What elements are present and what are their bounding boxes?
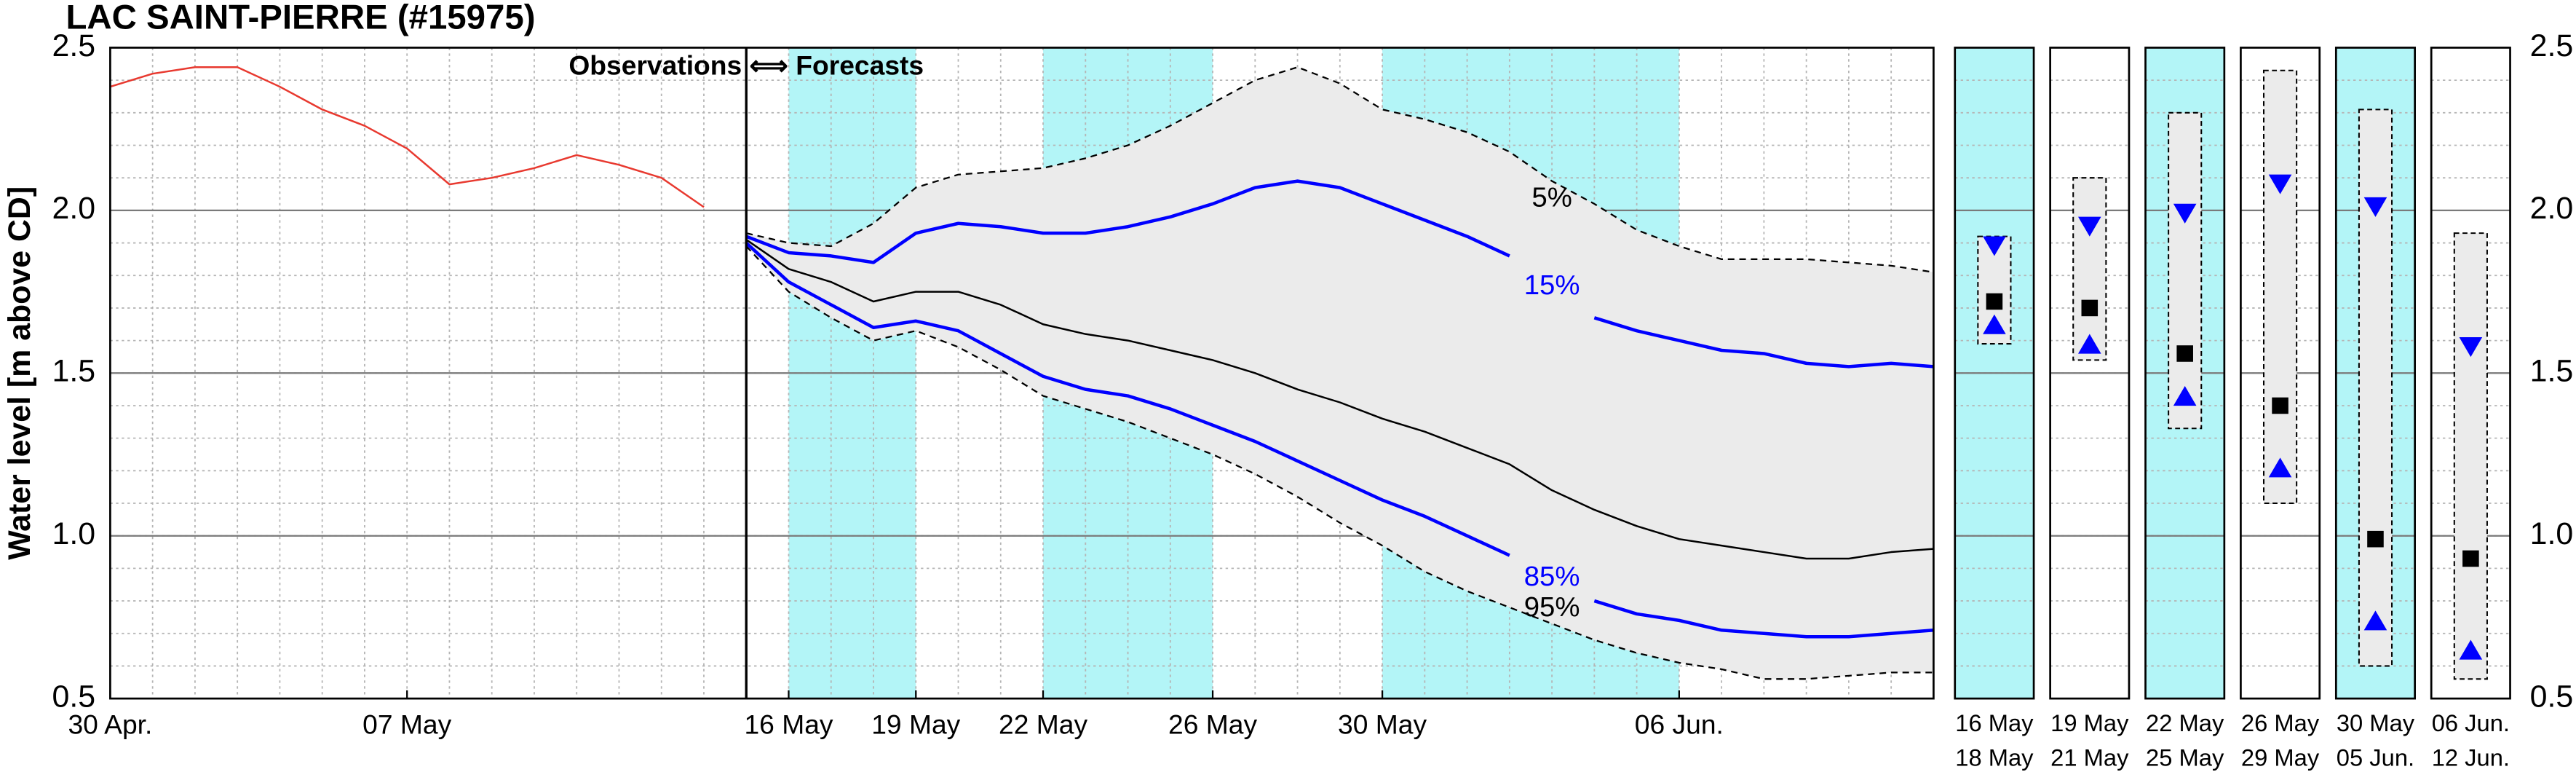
summary-from-label: 06 Jun. [2432, 709, 2510, 736]
summary-median-marker [2176, 345, 2193, 362]
summary-lower-marker [2078, 334, 2101, 354]
x-tick-label: 30 May [1338, 709, 1427, 739]
summary-lower-marker [2363, 610, 2387, 631]
summary-median-marker [2462, 550, 2479, 567]
summary-panel-frame [2240, 47, 2321, 700]
summary-upper-marker [2363, 197, 2387, 217]
summary-panel-frame [2334, 47, 2416, 700]
summary-median-marker [2367, 530, 2384, 548]
summary-to-label: 12 Jun. [2432, 744, 2510, 771]
series-label: 5% [1531, 182, 1572, 213]
summary-upper-marker [1983, 236, 2006, 256]
summary-to-label: 29 May [2241, 744, 2320, 771]
series-line [745, 245, 1934, 680]
summary-to-label: 18 May [1955, 744, 2034, 771]
summary-upper-marker [2268, 174, 2292, 194]
summary-from-label: 16 May [1955, 709, 2034, 736]
y2-tick-label: 2.5 [2530, 28, 2574, 63]
x-tick-label: 19 May [871, 709, 960, 739]
summary-upper-marker [2459, 336, 2483, 358]
y2-tick-label: 1.5 [2530, 354, 2574, 389]
summary-range [2072, 177, 2107, 361]
y-tick-label: 1.0 [52, 516, 95, 551]
summary-upper-marker [2173, 203, 2197, 224]
series-line [745, 239, 1934, 560]
x-tick-label: 07 May [362, 709, 451, 739]
series-line [745, 241, 1934, 639]
x-tick-label: 22 May [999, 709, 1087, 739]
x-tick-label: 30 Apr. [68, 709, 152, 739]
y-tick-label: 2.0 [52, 191, 95, 226]
x-tick-label: 06 Jun. [1635, 709, 1724, 739]
y-tick-label: 1.5 [52, 354, 95, 389]
series-line [745, 179, 1934, 369]
y-tick-label: 0.5 [52, 679, 95, 714]
summary-lower-marker [2268, 457, 2292, 478]
x-tick-label: 26 May [1168, 709, 1257, 739]
summary-range [2358, 109, 2393, 667]
summary-range [2168, 111, 2203, 430]
summary-panel-frame [1954, 47, 2035, 700]
series-label: 15% [1524, 269, 1580, 301]
series-label: 85% [1524, 561, 1580, 592]
y-axis-label: Water level [m above CD] [2, 186, 37, 560]
series-line [745, 66, 1934, 273]
y2-tick-label: 2.0 [2530, 191, 2574, 226]
summary-panel-frame [2430, 47, 2511, 700]
summary-panel-frame [2144, 47, 2226, 700]
summary-to-label: 21 May [2050, 744, 2129, 771]
summary-to-label: 25 May [2146, 744, 2224, 771]
summary-range [2262, 69, 2298, 505]
annotation: Observations ⟺ Forecasts [568, 50, 924, 80]
summary-range [2453, 232, 2488, 680]
summary-lower-marker [2173, 386, 2197, 406]
x-tick-label: 16 May [744, 709, 833, 739]
summary-from-label: 26 May [2241, 709, 2320, 736]
summary-lower-marker [1983, 314, 2006, 334]
summary-to-label: 05 Jun. [2337, 744, 2414, 771]
series-label: 95% [1524, 591, 1580, 623]
summary-median-marker [2272, 397, 2288, 414]
summary-from-label: 30 May [2337, 709, 2415, 736]
summary-from-label: 22 May [2146, 709, 2224, 736]
summary-from-label: 19 May [2050, 709, 2129, 736]
summary-median-marker [1986, 293, 2003, 310]
chart-title: LAC SAINT-PIERRE (#15975) [66, 0, 535, 37]
summary-median-marker [2081, 299, 2099, 317]
summary-panel-frame [2049, 47, 2131, 700]
y-tick-label: 2.5 [52, 28, 95, 63]
y2-tick-label: 1.0 [2530, 516, 2574, 551]
plot-frame [109, 47, 1935, 700]
summary-lower-marker [2459, 639, 2483, 660]
summary-upper-marker [2078, 216, 2101, 237]
series-line [110, 66, 705, 208]
y2-tick-label: 0.5 [2530, 679, 2574, 714]
